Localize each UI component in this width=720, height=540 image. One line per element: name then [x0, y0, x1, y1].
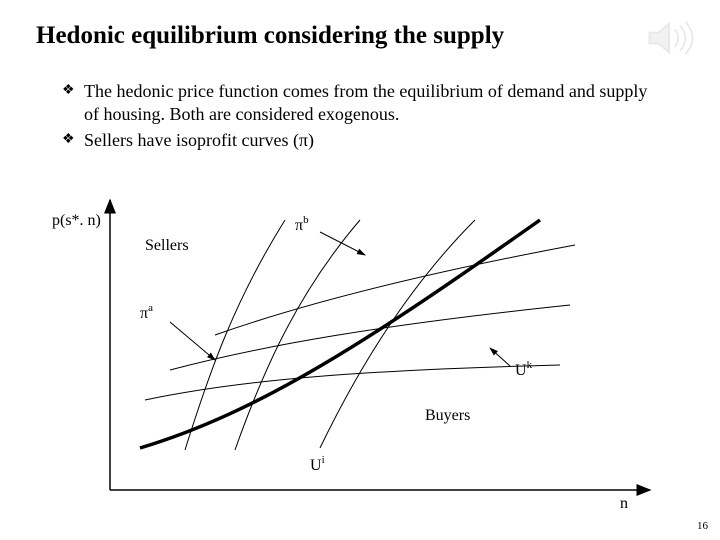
sellers-label: Sellers [145, 237, 189, 254]
seller-curve [185, 220, 285, 450]
u-k-arrow [490, 348, 510, 366]
bullet-text: The hedonic price function comes from th… [84, 80, 652, 125]
pi-b-label: πb [295, 214, 309, 234]
pi-a-arrow [170, 322, 215, 360]
list-item: ❖ The hedonic price function comes from … [62, 80, 652, 125]
bullet-marker: ❖ [62, 80, 84, 125]
pi-a-label: πa [140, 302, 153, 322]
u-k-label: Uk [515, 359, 533, 379]
buyers-label: Buyers [425, 407, 470, 424]
buyer-curve [215, 245, 575, 335]
bullet-text: Sellers have isoprofit curves (π) [84, 129, 652, 152]
equilibrium-diagram: p(s*. n) Sellers πb πa Uk Buyers Ui n [40, 190, 680, 510]
hedonic-price-curve [140, 220, 540, 448]
page-title: Hedonic equilibrium considering the supp… [36, 22, 504, 50]
bullet-list: ❖ The hedonic price function comes from … [62, 80, 652, 156]
u-i-label: Ui [310, 454, 325, 474]
page-number: 16 [697, 520, 708, 532]
pi-b-arrow [320, 232, 365, 255]
x-axis-label: n [620, 495, 628, 510]
audio-icon [644, 16, 698, 60]
y-axis-label: p(s*. n) [52, 212, 101, 229]
bullet-marker: ❖ [62, 129, 84, 152]
list-item: ❖ Sellers have isoprofit curves (π) [62, 129, 652, 152]
